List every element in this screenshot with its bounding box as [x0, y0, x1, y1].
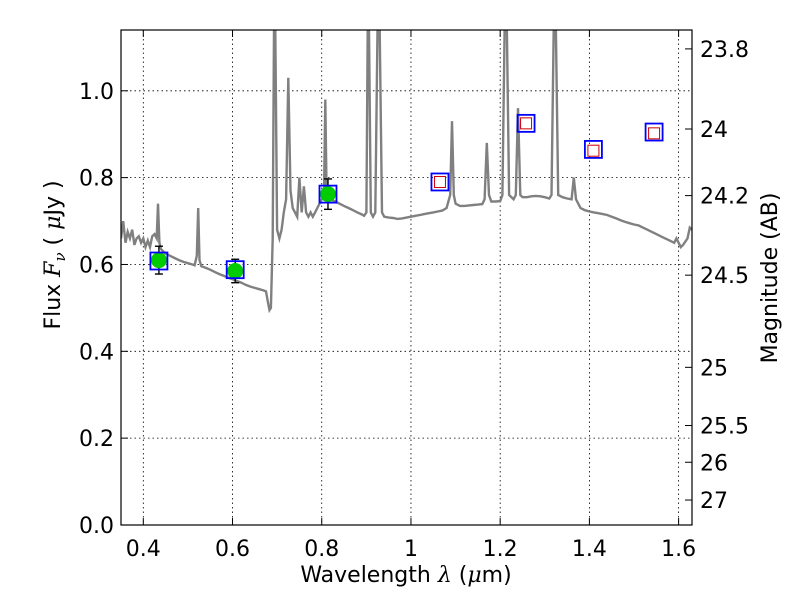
y-tick-label: 0.4 [79, 340, 114, 365]
y-axis-label-unit-open: ( [41, 230, 66, 253]
plot-area [121, 30, 692, 314]
plot-frame [120, 29, 693, 526]
x-tick-label: 1 [404, 537, 418, 562]
markers [149, 113, 664, 284]
model-flux-marker [584, 140, 603, 159]
upper-limit-marker [520, 117, 533, 130]
y2-tick-label: 25.5 [700, 415, 749, 440]
y-tick-label: 0.0 [79, 514, 114, 539]
model-flux-marker [318, 184, 338, 204]
y-axis-label-unit-rest: Jy ) [41, 180, 66, 217]
x-tick-label: 0.4 [126, 537, 161, 562]
y2-tick-label: 25 [700, 356, 728, 381]
x-tick-label: 1.6 [661, 537, 696, 562]
y2-tick-label: 26 [700, 451, 728, 476]
observed-flux-point [319, 186, 336, 203]
y-axis-label-prefix: Flux [41, 277, 66, 330]
upper-limit-marker [433, 175, 446, 188]
x-tick-label: 0.8 [304, 537, 339, 562]
y-tick-label: 0.8 [79, 167, 114, 192]
model-flux-marker [430, 172, 450, 192]
upper-limit-marker [648, 127, 661, 140]
observed-flux-point [227, 262, 244, 279]
y-tick-label: 1.0 [79, 80, 114, 105]
upper-limit-marker [587, 144, 600, 157]
x-axis-label: Wavelength λ (μm) [300, 563, 511, 588]
y2-tick-label: 24.2 [700, 185, 749, 210]
y-axis-label-unit-mu: μ [41, 216, 66, 230]
x-axis-label-symbol: λ [437, 563, 452, 588]
y2-tick-label: 24 [700, 118, 728, 143]
y-axis: 0.0 0.2 0.4 0.6 0.8 1.0 [79, 80, 128, 539]
x-axis-label-unit-mu: μ [467, 563, 481, 588]
grid-lines [121, 30, 692, 526]
y2-tick-label: 27 [700, 489, 728, 514]
x-axis: 0.4 0.6 0.8 1 1.2 1.4 1.6 [126, 30, 696, 562]
x-axis-label-unit-rest: m) [482, 563, 512, 588]
y-axis-label-subscript: ν [51, 252, 69, 261]
x-axis-label-unit-open: ( [452, 563, 468, 588]
y-axis-label-symbol: F [41, 261, 66, 278]
model-flux-marker [644, 122, 664, 142]
y2-axis-label: Magnitude (AB) [758, 193, 783, 364]
x-tick-label: 1.4 [572, 537, 607, 562]
y-tick-label: 0.6 [79, 253, 114, 278]
model-flux-marker [149, 251, 169, 271]
model-spectrum-line [121, 30, 692, 314]
y2-axis: 23.8 24 24.2 24.5 25 25.5 26 27 [685, 38, 749, 514]
y2-tick-label: 23.8 [700, 38, 749, 63]
y2-tick-label: 24.5 [700, 264, 749, 289]
model-flux-marker [225, 260, 245, 280]
model-flux-marker [516, 113, 536, 133]
x-tick-label: 1.2 [483, 537, 518, 562]
y-tick-label: 0.2 [79, 427, 114, 452]
observed-flux-point [150, 252, 167, 269]
y-axis-label: Flux Fν ( μJy ) [41, 180, 69, 329]
x-axis-label-prefix: Wavelength [300, 563, 438, 588]
x-tick-label: 0.6 [215, 537, 250, 562]
